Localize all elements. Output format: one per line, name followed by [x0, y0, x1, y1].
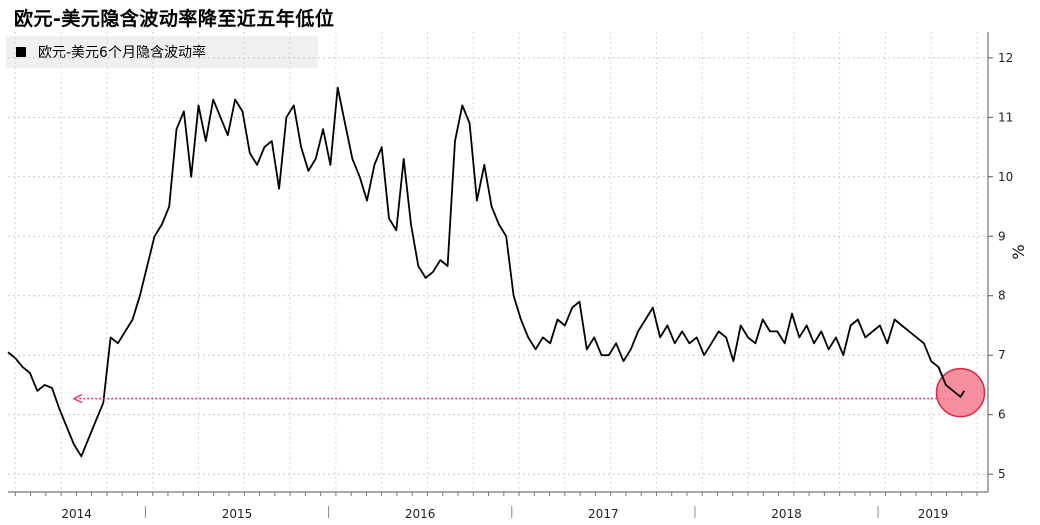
- highlight-circle: [935, 367, 986, 418]
- x-tick-label: 2018: [771, 507, 802, 521]
- x-tick-label: 2016: [405, 507, 436, 521]
- legend-label: 欧元-美元6个月隐含波动率: [38, 45, 206, 61]
- y-tick-label: 8: [998, 289, 1006, 303]
- legend: 欧元-美元6个月隐含波动率: [6, 36, 318, 68]
- arrow-head: [72, 393, 83, 404]
- y-tick-label: 11: [998, 110, 1013, 124]
- x-tick-label: 2019: [918, 507, 949, 521]
- x-tick-label: 2015: [222, 507, 253, 521]
- series-line: [7, 86, 965, 458]
- chart-title: 欧元-美元隐含波动率降至近五年低位: [14, 8, 335, 30]
- x-tick-label: 2017: [588, 507, 619, 521]
- legend-swatch: [16, 47, 26, 57]
- y-tick-label: 12: [998, 51, 1013, 65]
- y-axis-label: %: [1009, 244, 1028, 259]
- x-tick-label: 2014: [61, 507, 92, 521]
- y-tick-label: 10: [998, 170, 1013, 184]
- y-tick-label: 9: [998, 229, 1006, 243]
- series-line-tail: [937, 366, 965, 399]
- y-tick-label: 6: [998, 408, 1006, 422]
- y-tick-label: 5: [998, 467, 1006, 481]
- y-tick-label: 7: [998, 348, 1006, 362]
